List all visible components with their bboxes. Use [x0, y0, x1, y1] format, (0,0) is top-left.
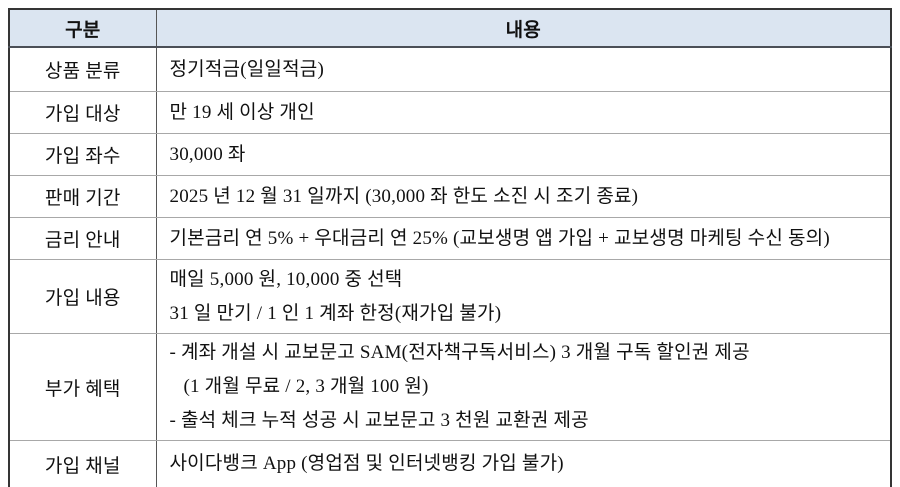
row-content-eligibility: 만 19 세 이상 개인 [155, 91, 892, 134]
table-row: 가입 채널 사이다뱅크 App (영업점 및 인터넷뱅킹 가입 불가) [8, 440, 892, 487]
content-line: (1 개월 무료 / 2, 3 개월 100 원) [183, 376, 429, 397]
row-label-sales-period: 판매 기간 [8, 175, 157, 218]
content-line: 정기적금(일일적금) [169, 58, 324, 80]
row-content-account-limit: 30,000 좌 [155, 133, 892, 176]
row-content-interest-rate: 기본금리 연 5% + 우대금리 연 25% (교보생명 앱 가입 + 교보생명… [155, 217, 892, 260]
table-row: 가입 좌수 30,000 좌 [8, 133, 892, 176]
table-header-row: 구분 내용 [8, 8, 892, 48]
row-label-account-limit: 가입 좌수 [8, 133, 157, 176]
content-line: 2025 년 12 월 31 일까지 (30,000 좌 한도 소진 시 조기 … [169, 185, 639, 207]
header-cell-content: 내용 [155, 8, 892, 48]
row-content-extra-benefits: - 계좌 개설 시 교보문고 SAM(전자책구독서비스) 3 개월 구독 할인권… [155, 333, 892, 441]
header-cell-category: 구분 [8, 8, 157, 48]
table-row: 상품 분류 정기적금(일일적금) [8, 46, 892, 92]
row-content-sales-period: 2025 년 12 월 31 일까지 (30,000 좌 한도 소진 시 조기 … [155, 175, 892, 218]
content-line: - 계좌 개설 시 교보문고 SAM(전자책구독서비스) 3 개월 구독 할인권… [169, 342, 750, 363]
row-content-signup-channel: 사이다뱅크 App (영업점 및 인터넷뱅킹 가입 불가) [155, 440, 892, 487]
row-label-eligibility: 가입 대상 [8, 91, 157, 134]
content-line: 사이다뱅크 App (영업점 및 인터넷뱅킹 가입 불가) [169, 453, 564, 474]
table-row: 금리 안내 기본금리 연 5% + 우대금리 연 25% (교보생명 앱 가입 … [8, 217, 892, 260]
row-label-extra-benefits: 부가 혜택 [8, 333, 157, 441]
row-label-subscription-terms: 가입 내용 [8, 259, 157, 334]
content-line: - 출석 체크 누적 성공 시 교보문고 3 천원 교환권 제공 [169, 410, 589, 431]
content-line: 매일 5,000 원, 10,000 중 선택 [169, 268, 403, 290]
table-row: 가입 내용 매일 5,000 원, 10,000 중 선택 31 일 만기 / … [8, 259, 892, 334]
table-row: 판매 기간 2025 년 12 월 31 일까지 (30,000 좌 한도 소진… [8, 175, 892, 218]
table-row: 가입 대상 만 19 세 이상 개인 [8, 91, 892, 134]
row-content-subscription-terms: 매일 5,000 원, 10,000 중 선택 31 일 만기 / 1 인 1 … [155, 259, 892, 334]
product-terms-table: 구분 내용 상품 분류 정기적금(일일적금) 가입 대상 만 19 세 이상 개… [8, 8, 892, 487]
row-label-product-type: 상품 분류 [8, 46, 157, 92]
row-label-interest-rate: 금리 안내 [8, 217, 157, 260]
content-line: 30,000 좌 [169, 143, 246, 165]
table-row: 부가 혜택 - 계좌 개설 시 교보문고 SAM(전자책구독서비스) 3 개월 … [8, 333, 892, 441]
row-label-signup-channel: 가입 채널 [8, 440, 157, 487]
content-line: 만 19 세 이상 개인 [169, 101, 315, 123]
row-content-product-type: 정기적금(일일적금) [155, 46, 892, 92]
content-line: 31 일 만기 / 1 인 1 계좌 한정(재가입 불가) [169, 302, 502, 324]
content-line: 기본금리 연 5% + 우대금리 연 25% (교보생명 앱 가입 + 교보생명… [169, 227, 830, 249]
